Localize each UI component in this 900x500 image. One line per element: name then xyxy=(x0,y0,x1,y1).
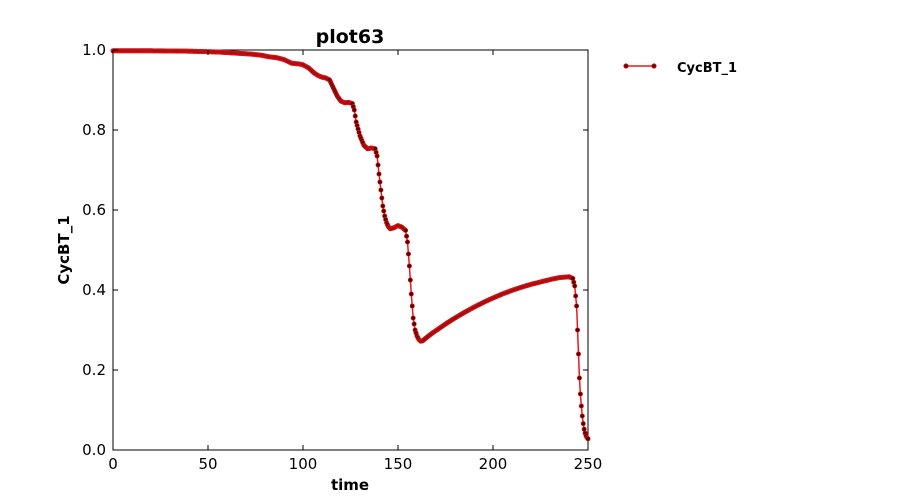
data-point xyxy=(585,436,591,442)
data-point xyxy=(403,227,409,233)
data-point xyxy=(411,321,417,327)
y-tick-label: 0.2 xyxy=(82,361,106,379)
y-tick-label: 1.0 xyxy=(82,41,106,59)
x-tick-label: 200 xyxy=(479,455,508,473)
data-point xyxy=(404,233,410,239)
series-layer xyxy=(110,48,591,442)
data-point xyxy=(352,113,358,119)
y-tick-label: 0.4 xyxy=(82,281,106,299)
data-point xyxy=(578,403,584,409)
x-axis-label: time xyxy=(331,476,369,494)
y-tick-label: 0.0 xyxy=(82,441,106,459)
y-axis-label: CycBT_1 xyxy=(55,215,73,284)
y-tick-label: 0.6 xyxy=(82,201,106,219)
data-point xyxy=(576,375,582,381)
data-point xyxy=(581,426,587,432)
data-point xyxy=(572,283,578,289)
data-point xyxy=(577,391,583,397)
data-point xyxy=(406,263,412,269)
x-tick-label: 100 xyxy=(289,455,318,473)
chart-title: plot63 xyxy=(316,26,385,48)
data-point xyxy=(405,251,411,257)
legend-marker-left xyxy=(623,63,629,69)
data-point xyxy=(580,421,586,427)
data-point xyxy=(575,327,581,333)
data-point xyxy=(351,107,357,113)
data-point xyxy=(407,277,413,283)
data-point xyxy=(575,351,581,357)
data-point xyxy=(378,187,384,193)
data-point xyxy=(379,195,385,201)
data-point xyxy=(380,203,386,209)
x-tick-label: 0 xyxy=(108,455,118,473)
data-point xyxy=(409,303,415,309)
data-point xyxy=(574,303,580,309)
plot-frame xyxy=(112,49,589,451)
data-point xyxy=(579,413,585,419)
data-point xyxy=(375,162,381,168)
x-tick-label: 150 xyxy=(384,455,413,473)
legend: CycBT_1 xyxy=(623,61,737,76)
legend-marker-right xyxy=(651,63,657,69)
data-point xyxy=(404,239,410,245)
plot-area: 0 50 100 150 200 250 0.0 0.2 0.4 0.6 0.8 1.0 xyxy=(82,41,602,473)
data-point xyxy=(381,208,387,214)
data-point xyxy=(408,291,414,297)
x-tick-label: 250 xyxy=(574,455,603,473)
legend-label: CycBT_1 xyxy=(677,61,737,76)
data-point xyxy=(374,153,380,159)
y-tick-label: 0.8 xyxy=(82,121,106,139)
tick-layer: 0 50 100 150 200 250 0.0 0.2 0.4 0.6 0.8 1.0 xyxy=(82,41,602,473)
data-point xyxy=(377,179,383,185)
data-point xyxy=(410,315,416,321)
data-point xyxy=(573,293,579,299)
x-tick-label: 50 xyxy=(198,455,217,473)
data-point xyxy=(376,171,382,177)
